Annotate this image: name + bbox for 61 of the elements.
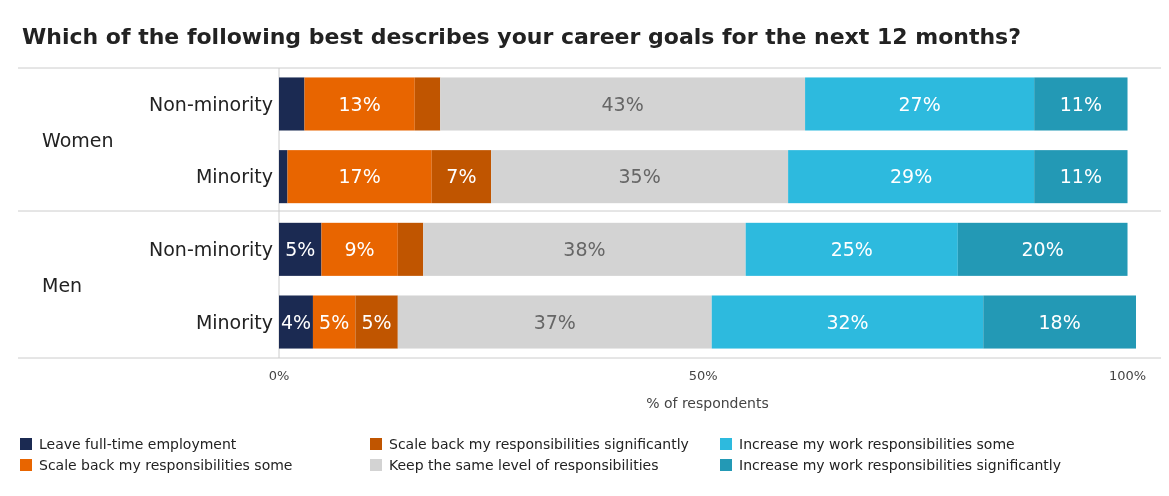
text: Men — [42, 274, 83, 297]
bar — [279, 77, 305, 131]
bar — [279, 150, 288, 204]
bar — [957, 222, 1128, 276]
bar — [279, 295, 313, 349]
legend-label: Increase my work responsibilities significantly — [739, 456, 1062, 473]
x-tick-label: 50% — [688, 368, 718, 383]
legend-label: Leave full-time employment — [39, 435, 237, 452]
data-label: 25% — [830, 237, 873, 260]
data-label: 5% — [285, 237, 316, 260]
data-label: 32% — [826, 310, 869, 333]
data-label: 5% — [361, 310, 392, 333]
data-label: 5% — [319, 310, 350, 333]
data-label: 17% — [338, 165, 381, 188]
y-tick-label: Non-minority — [149, 92, 273, 115]
data-label: 11% — [1059, 92, 1102, 115]
data-label: 18% — [1038, 310, 1081, 333]
y-tick-label: Minority — [195, 165, 273, 188]
data-label: 35% — [618, 165, 661, 188]
bar — [745, 222, 958, 276]
y-tick-label: Non-minority — [149, 237, 273, 260]
bar — [431, 150, 492, 204]
x-axis-title: % of respondents — [646, 395, 769, 411]
bar — [279, 222, 322, 276]
data-label: 7% — [446, 165, 477, 188]
bar — [414, 77, 441, 131]
bar — [983, 295, 1136, 349]
bar — [287, 150, 432, 204]
legend-label: Scale back my responsibilities some — [39, 456, 293, 473]
bar — [711, 295, 984, 349]
bar — [1034, 150, 1128, 204]
data-label: 13% — [338, 92, 381, 115]
legend-label: Keep the same level of responsibilities — [389, 456, 659, 473]
y-tick-label: Minority — [195, 310, 273, 333]
legend-label: Scale back my responsibilities significantly — [389, 435, 689, 452]
bar — [355, 295, 398, 349]
bar — [304, 77, 415, 131]
bar — [423, 222, 746, 276]
bar — [397, 222, 424, 276]
bar — [440, 77, 806, 131]
legend-label: Increase my work responsibilities some — [739, 435, 1015, 452]
data-label: 29% — [890, 165, 933, 188]
bar — [805, 77, 1035, 131]
text: Women — [42, 128, 114, 151]
data-label: 43% — [601, 92, 644, 115]
chart-title: Which of the following best describes your career goals for the next 12 months? — [22, 24, 1021, 49]
data-label: 27% — [898, 92, 941, 115]
data-label: 37% — [533, 310, 576, 333]
x-tick-label: 100% — [1108, 368, 1147, 383]
data-label: 38% — [563, 237, 606, 260]
data-label: 20% — [1021, 237, 1064, 260]
bar — [788, 150, 1035, 204]
x-tick-label: 0% — [268, 368, 290, 383]
bar — [491, 150, 789, 204]
data-label: 4% — [280, 310, 312, 333]
bar — [321, 222, 398, 276]
bar — [1034, 77, 1128, 131]
bar — [397, 295, 712, 349]
data-label: 9% — [344, 237, 375, 260]
data-label: 11% — [1059, 165, 1102, 188]
bar — [312, 295, 356, 349]
